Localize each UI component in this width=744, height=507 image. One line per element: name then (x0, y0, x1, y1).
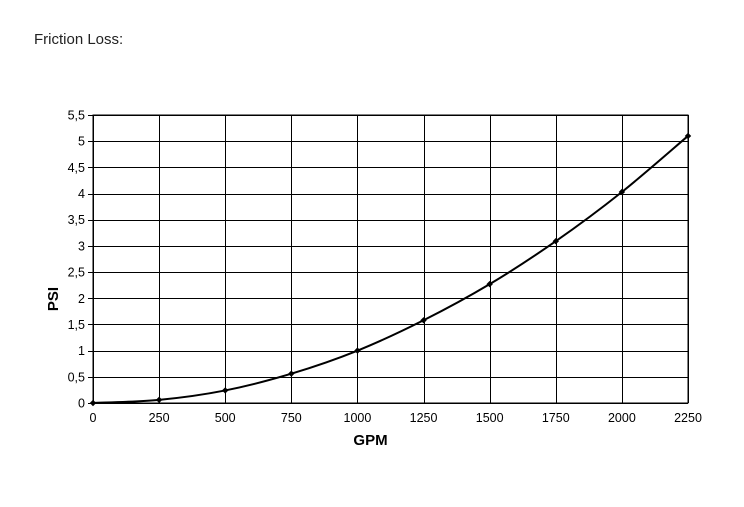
y-tick-label: 4 (78, 187, 85, 201)
x-axis-title: GPM (353, 432, 387, 449)
x-tick-label: 0 (90, 411, 97, 425)
y-tick-label: 3,5 (68, 213, 85, 227)
x-axis-tick-labels: 0 250 500 750 1000 1250 1500 1750 2000 2250 (90, 411, 702, 425)
grid-lines (88, 115, 689, 404)
y-tick-label: 0,5 (68, 370, 85, 384)
x-tick-label: 1750 (542, 411, 570, 425)
x-tick-label: 750 (281, 411, 302, 425)
x-tick-label: 250 (149, 411, 170, 425)
y-tick-label: 4,5 (68, 161, 85, 175)
data-point-marker (222, 387, 229, 394)
data-point-marker (354, 347, 361, 354)
x-tick-label: 500 (215, 411, 236, 425)
data-point-marker (420, 317, 427, 324)
page-title: Friction Loss: (34, 31, 124, 48)
data-point-marker (155, 396, 163, 404)
y-tick-label: 1 (78, 344, 85, 358)
x-tick-label: 2000 (608, 411, 636, 425)
data-point-marker (486, 280, 493, 288)
x-tick-label: 1000 (344, 411, 372, 425)
y-tick-label: 5,5 (68, 109, 85, 123)
series-points (89, 132, 692, 407)
y-tick-label: 5 (78, 135, 85, 149)
data-point-marker (89, 399, 97, 407)
data-point-marker (684, 132, 692, 140)
data-point-marker (552, 237, 559, 245)
x-tick-label: 1500 (476, 411, 504, 425)
y-tick-label: 1,5 (68, 318, 85, 332)
x-tick-label: 2250 (674, 411, 702, 425)
x-tick-label: 1250 (410, 411, 438, 425)
y-tick-label: 3 (78, 239, 85, 253)
y-tick-label: 2 (78, 292, 85, 306)
plot-area-frame (92, 114, 689, 404)
y-tick-label: 0 (78, 397, 85, 411)
series-line (92, 135, 689, 404)
data-point-marker (288, 370, 295, 377)
y-axis-title: PSI (45, 287, 62, 311)
y-axis-tick-labels: 0 0,5 1 1,5 2 2,5 3 3,5 4 4,5 5 5,5 (68, 109, 85, 411)
y-tick-label: 2,5 (68, 266, 85, 280)
data-point-marker (618, 188, 626, 196)
